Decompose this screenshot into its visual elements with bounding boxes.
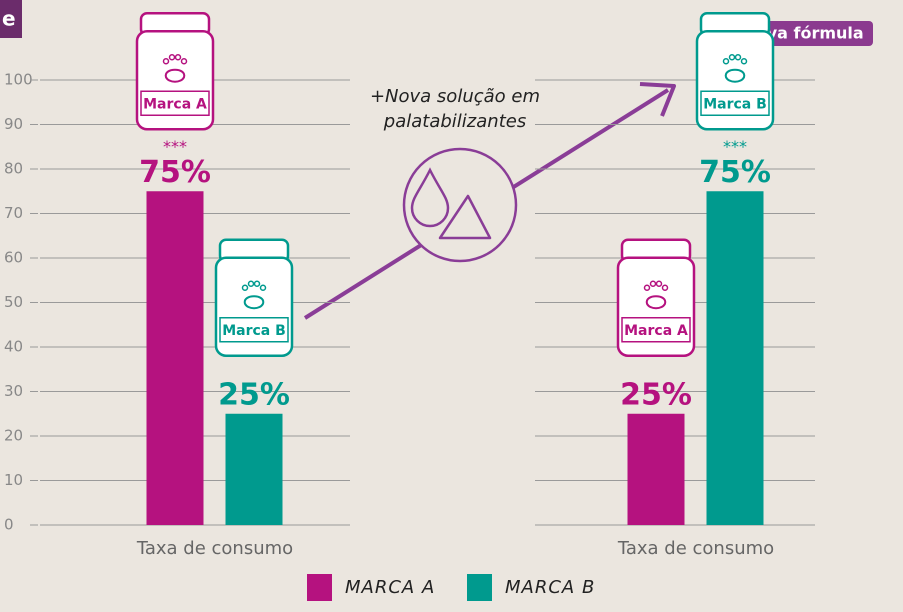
package-label: Marca A xyxy=(624,323,688,339)
paw-toe xyxy=(661,284,669,291)
y-tick-label: 50 xyxy=(4,293,23,311)
y-tick-label: 70 xyxy=(4,204,23,222)
y-tick-label: 0 xyxy=(4,516,14,534)
bar xyxy=(146,191,204,525)
x-tick-label: Taxa de consumo xyxy=(136,538,293,559)
paw-toe xyxy=(740,58,748,65)
corner-tab xyxy=(0,0,22,38)
paw-toe xyxy=(259,284,267,291)
y-tick-label: 40 xyxy=(4,338,23,356)
paw-toe xyxy=(253,280,261,287)
x-tick-label: Taxa de consumo xyxy=(617,538,774,559)
corner-text: e xyxy=(2,7,16,31)
bar xyxy=(627,413,685,525)
significance: *** xyxy=(723,137,747,156)
y-tick-label: 10 xyxy=(4,471,23,489)
paw-toe xyxy=(649,280,657,287)
paw-pad xyxy=(243,295,265,310)
y-tick-label: 60 xyxy=(4,249,23,267)
paw-toe xyxy=(168,54,176,61)
legend-swatch xyxy=(307,574,332,601)
paw-toe xyxy=(174,54,182,61)
y-tick-label: 90 xyxy=(4,115,23,133)
package: Marca B xyxy=(214,238,294,357)
paw-toe xyxy=(180,58,188,65)
paw-toe xyxy=(655,280,663,287)
value-label: 75% xyxy=(699,155,771,190)
package-label-box xyxy=(140,90,210,116)
package: Marca B xyxy=(695,12,775,131)
paw-toe xyxy=(734,54,742,61)
package-label: Marca A xyxy=(143,96,207,112)
y-tick-label: 20 xyxy=(4,427,23,445)
icon-circle xyxy=(402,147,518,263)
paw-pad xyxy=(724,68,746,83)
package-label-box xyxy=(219,317,289,343)
package-label: Marca B xyxy=(222,323,286,339)
package-label-box xyxy=(700,90,770,116)
paw-pad xyxy=(164,68,186,83)
paw-toe xyxy=(241,284,249,291)
paw-toe xyxy=(722,58,730,65)
significance: *** xyxy=(163,137,187,156)
y-tick-label: 80 xyxy=(4,160,23,178)
drop-icon xyxy=(410,167,450,228)
paw-toe xyxy=(643,284,651,291)
package: Marca A xyxy=(135,12,215,131)
value-label: 25% xyxy=(218,377,290,412)
annotation: +Nova solução em xyxy=(370,86,540,107)
value-label: 25% xyxy=(620,377,692,412)
paw-toe xyxy=(162,58,170,65)
y-tick-label: 100 xyxy=(4,71,33,89)
package-label-box xyxy=(621,317,691,343)
value-label: 75% xyxy=(139,155,211,190)
paw-pad xyxy=(645,295,667,310)
legend-label: MARCA A xyxy=(345,577,435,598)
package-label: Marca B xyxy=(703,96,767,112)
bar xyxy=(225,413,283,525)
legend-swatch xyxy=(467,574,492,601)
paw-toe xyxy=(247,280,255,287)
package: Marca A xyxy=(616,238,696,357)
legend-label: MARCA B xyxy=(505,577,595,598)
paw-toe xyxy=(728,54,736,61)
bar xyxy=(706,191,764,525)
annotation: palatabilizantes xyxy=(383,111,526,132)
arrow-head xyxy=(639,82,676,117)
y-tick-label: 30 xyxy=(4,382,23,400)
sand-icon xyxy=(438,194,492,240)
